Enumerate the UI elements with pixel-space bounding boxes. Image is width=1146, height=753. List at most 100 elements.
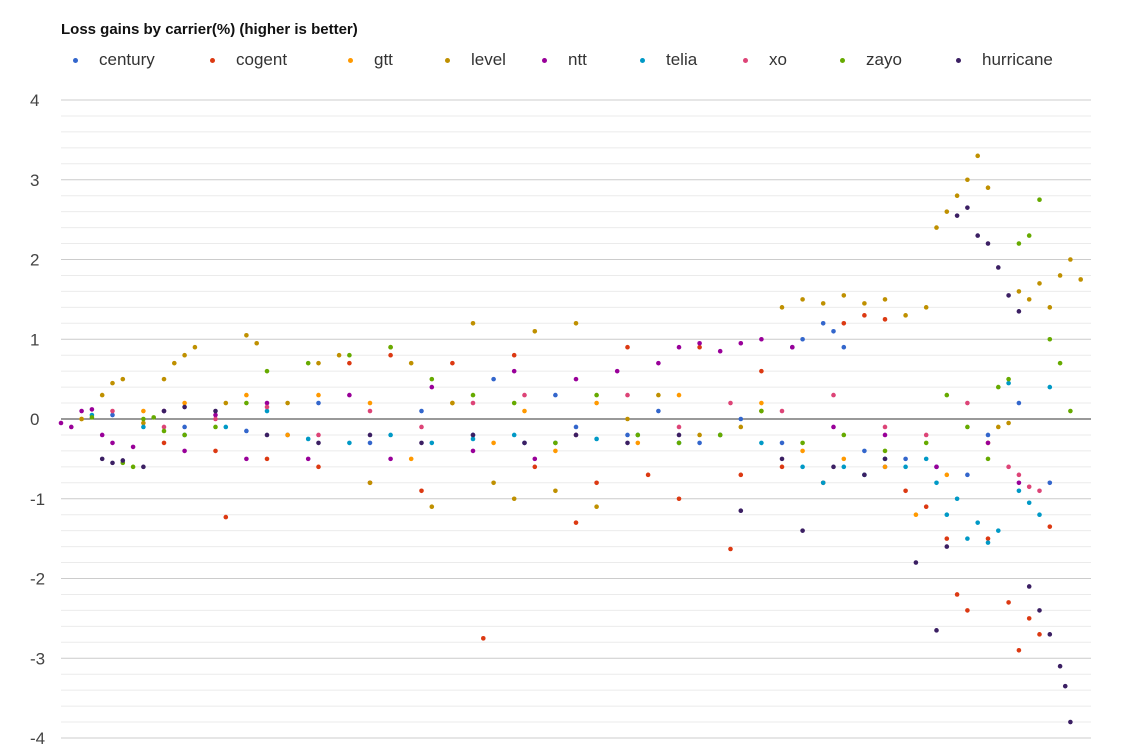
- data-point-level: [553, 488, 558, 494]
- data-point-ntt: [182, 448, 187, 454]
- data-point-ntt: [58, 420, 64, 426]
- data-point-zayo: [151, 415, 156, 420]
- data-point-xo: [419, 424, 424, 430]
- data-point-zayo: [141, 416, 146, 422]
- data-point-xo: [728, 400, 733, 406]
- data-point-telia: [594, 436, 599, 442]
- data-point-cogent: [954, 592, 960, 597]
- data-point-hurricane: [625, 440, 630, 446]
- data-point-level: [172, 360, 177, 366]
- legend-label: hurricane: [982, 50, 1053, 69]
- data-point-hurricane: [1047, 632, 1053, 637]
- data-point-gtt: [285, 432, 290, 438]
- data-point-hurricane: [120, 458, 126, 463]
- data-point-xo: [264, 404, 270, 410]
- data-point-zayo: [305, 360, 311, 366]
- data-point-gtt: [676, 392, 682, 398]
- data-point-ntt: [264, 400, 270, 406]
- data-point-level: [697, 432, 702, 438]
- data-point-zayo: [965, 424, 970, 430]
- data-point-century: [985, 432, 991, 438]
- data-point-hurricane: [141, 464, 146, 470]
- data-point-hurricane: [975, 233, 980, 238]
- data-point-zayo: [882, 448, 888, 454]
- data-point-telia: [1026, 500, 1032, 506]
- data-point-hurricane: [99, 456, 105, 462]
- legend-marker: [743, 57, 748, 63]
- data-point-zayo: [553, 440, 558, 446]
- data-point-century: [800, 336, 805, 342]
- data-point-zayo: [182, 432, 187, 438]
- data-point-gtt: [408, 456, 414, 462]
- data-point-gtt: [316, 392, 321, 398]
- data-point-gtt: [594, 400, 599, 406]
- data-point-gtt: [367, 400, 373, 406]
- data-point-cogent: [264, 456, 270, 462]
- legend-item-xo[interactable]: xo: [743, 49, 840, 71]
- data-point-ntt: [347, 392, 352, 398]
- data-point-ntt: [882, 432, 888, 438]
- data-point-xo: [1037, 488, 1042, 494]
- data-point-century: [903, 456, 908, 462]
- legend-label: level: [471, 50, 506, 69]
- data-point-telia: [388, 432, 393, 438]
- legend-item-level[interactable]: level: [445, 49, 542, 71]
- data-point-level: [841, 293, 847, 298]
- data-point-cogent: [965, 608, 970, 613]
- legend-item-ntt[interactable]: ntt: [542, 49, 640, 71]
- data-point-hurricane: [213, 408, 218, 414]
- data-point-cogent: [985, 536, 991, 541]
- data-point-ntt: [429, 384, 435, 390]
- data-point-xo: [676, 424, 682, 430]
- data-point-xo: [213, 416, 218, 422]
- legend-item-zayo[interactable]: zayo: [840, 49, 956, 71]
- data-point-ntt: [532, 456, 538, 462]
- data-point-zayo: [1026, 233, 1032, 238]
- data-point-level: [800, 297, 805, 302]
- data-point-gtt: [944, 472, 950, 478]
- data-point-hurricane: [264, 432, 270, 438]
- data-point-zayo: [841, 432, 847, 438]
- data-point-cogent: [532, 464, 538, 470]
- data-point-hurricane: [965, 205, 970, 210]
- data-point-level: [99, 392, 105, 398]
- data-point-hurricane: [831, 464, 836, 470]
- data-point-level: [491, 480, 496, 486]
- data-point-level: [656, 392, 661, 398]
- data-point-zayo: [213, 424, 218, 430]
- data-point-cogent: [213, 448, 218, 454]
- data-point-zayo: [264, 368, 270, 374]
- data-point-hurricane: [676, 432, 682, 438]
- legend-item-century[interactable]: century: [73, 49, 210, 71]
- legend-item-cogent[interactable]: cogent: [210, 49, 348, 71]
- data-point-hurricane: [367, 432, 373, 438]
- data-point-telia: [264, 408, 270, 414]
- legend-item-telia[interactable]: telia: [640, 49, 743, 71]
- data-point-telia: [903, 464, 908, 470]
- data-point-telia: [1006, 380, 1011, 386]
- legend-item-gtt[interactable]: gtt: [348, 49, 445, 71]
- data-point-zayo: [594, 392, 599, 398]
- data-point-gtt: [800, 448, 805, 454]
- legend-item-hurricane[interactable]: hurricane: [956, 49, 1056, 71]
- data-point-zayo: [89, 415, 95, 420]
- data-point-telia: [996, 528, 1001, 533]
- data-point-century: [367, 440, 373, 446]
- data-point-zayo: [1006, 376, 1011, 382]
- data-point-ntt: [738, 340, 744, 346]
- data-point-xo: [625, 392, 630, 398]
- data-point-level: [1037, 281, 1042, 286]
- data-point-xo: [779, 408, 785, 414]
- data-point-level: [336, 352, 342, 358]
- data-point-ntt: [89, 407, 95, 412]
- data-point-century: [820, 321, 826, 326]
- legend-marker: [73, 57, 78, 63]
- data-point-telia: [223, 424, 229, 430]
- y-tick-label: -3: [30, 649, 45, 668]
- data-point-hurricane: [522, 440, 527, 446]
- data-point-cogent: [1026, 616, 1032, 621]
- data-point-level: [161, 376, 167, 382]
- data-point-level: [285, 400, 290, 406]
- data-point-zayo: [923, 440, 929, 446]
- data-point-hurricane: [934, 628, 939, 633]
